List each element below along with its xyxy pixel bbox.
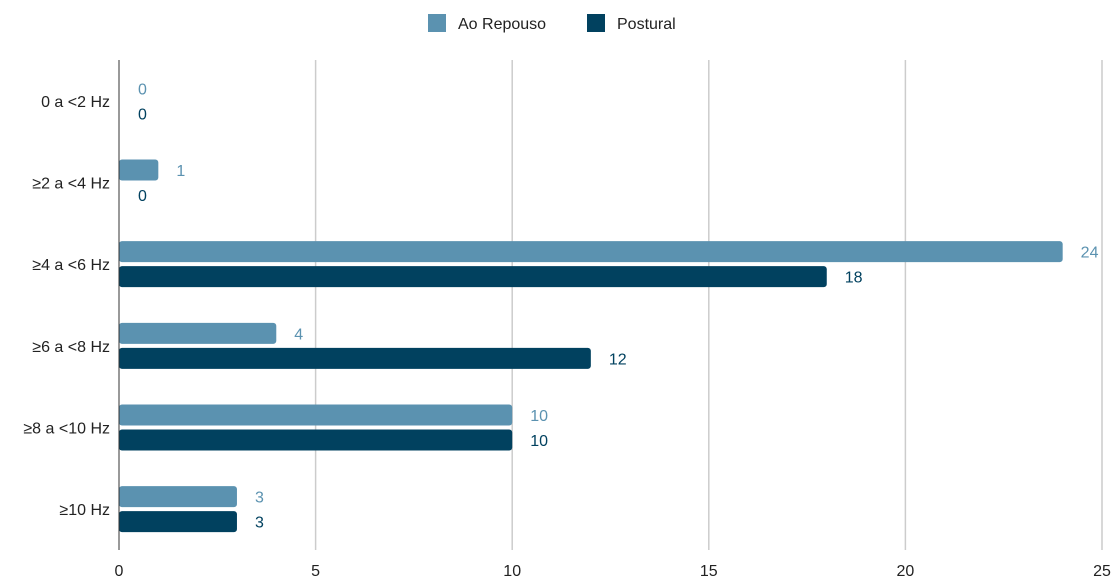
x-tick-label: 15: [700, 563, 718, 577]
category-label: ≥4 a <6 Hz: [32, 257, 110, 274]
data-label: 10: [530, 408, 548, 425]
bar: [119, 322, 277, 344]
data-label: 0: [138, 81, 147, 98]
data-label: 0: [138, 106, 147, 123]
category-labels: 0 a <2 Hz ≥2 a <4 Hz ≥4 a <6 Hz ≥6 a <8 Hz ≥…: [23, 94, 110, 519]
legend-label: Ao Repouso: [458, 16, 546, 33]
legend-swatch: [587, 14, 605, 32]
x-tick-label: 25: [1093, 563, 1111, 577]
data-label: 1: [176, 163, 185, 180]
bar: [119, 159, 159, 181]
category-label: ≥8 a <10 Hz: [23, 421, 110, 438]
bar: [119, 429, 513, 451]
bar: [119, 511, 237, 533]
category-label: ≥2 a <4 Hz: [32, 176, 110, 193]
bar: [119, 266, 827, 288]
data-label: 3: [255, 515, 264, 532]
category-label: ≥6 a <8 Hz: [32, 339, 110, 356]
bar: [119, 404, 513, 426]
legend-label: Postural: [617, 16, 676, 33]
data-label: 3: [255, 490, 264, 507]
legend: Ao Repouso Postural: [428, 14, 676, 33]
category-label: 0 a <2 Hz: [41, 94, 110, 111]
data-label: 24: [1081, 245, 1099, 262]
data-label: 18: [845, 270, 863, 287]
legend-swatch: [428, 14, 446, 32]
x-tick-label: 20: [897, 563, 915, 577]
data-label: 10: [530, 433, 548, 450]
data-label: 0: [138, 188, 147, 205]
category-label: ≥10 Hz: [59, 502, 110, 519]
bar: [119, 486, 237, 508]
bar: [119, 347, 591, 369]
gridlines: [314, 60, 1103, 550]
x-tick-labels: 0 5 10 15 20 25: [115, 563, 1111, 577]
x-tick-label: 10: [503, 563, 521, 577]
x-tick-label: 0: [115, 563, 124, 577]
bar: [119, 241, 1063, 263]
data-label: 12: [609, 351, 627, 368]
x-tick-label: 5: [311, 563, 320, 577]
data-label: 4: [294, 326, 303, 343]
